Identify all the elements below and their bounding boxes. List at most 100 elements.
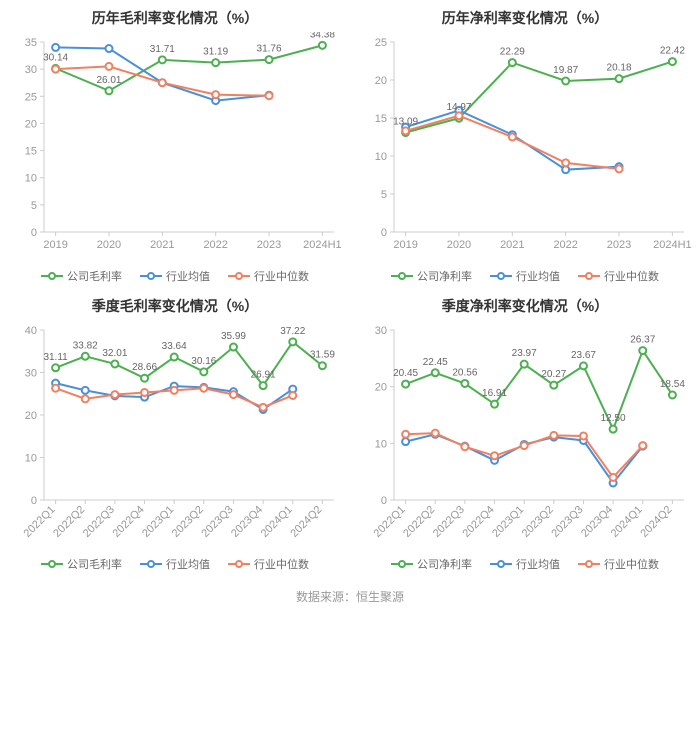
legend-item: 行业均值 xyxy=(140,556,210,572)
legend-label: 公司毛利率 xyxy=(67,268,122,284)
x-tick-label: 2023Q1 xyxy=(490,504,526,540)
x-tick-label: 2019 xyxy=(393,239,417,251)
value-label: 35.99 xyxy=(221,331,246,342)
legend-swatch-icon xyxy=(140,271,162,281)
series-marker-avg xyxy=(52,44,59,51)
series-marker-med xyxy=(521,442,528,449)
legend-swatch-icon xyxy=(228,271,250,281)
series-marker-company xyxy=(260,382,267,389)
series-marker-med xyxy=(52,385,59,392)
x-tick-label: 2022Q4 xyxy=(110,504,146,540)
x-tick-label: 2024H1 xyxy=(303,239,342,251)
chart-legend: 公司毛利率 行业均值 行业中位数 xyxy=(4,268,346,284)
series-marker-med xyxy=(461,443,468,450)
series-marker-avg xyxy=(82,387,89,394)
value-label: 13.09 xyxy=(393,117,418,128)
legend-item: 行业均值 xyxy=(490,556,560,572)
legend-swatch-icon xyxy=(490,271,512,281)
value-label: 31.19 xyxy=(203,47,228,58)
value-label: 18.54 xyxy=(660,379,685,390)
chart-legend: 公司净利率行业均值行业中位数 xyxy=(354,268,696,284)
series-marker-med xyxy=(141,389,148,396)
x-tick-label: 2024H1 xyxy=(653,239,692,251)
series-marker-company xyxy=(610,426,617,433)
legend-item: 行业中位数 xyxy=(578,268,659,284)
value-label: 31.76 xyxy=(257,44,282,55)
series-marker-company xyxy=(266,56,273,63)
x-tick-label: 2022Q4 xyxy=(460,504,496,540)
value-label: 22.42 xyxy=(660,46,685,57)
y-tick-label: 15 xyxy=(25,146,37,158)
chart-legend: 公司毛利率行业均值行业中位数 xyxy=(4,556,346,572)
y-tick-label: 10 xyxy=(25,173,37,185)
chart-svg: 0510152025201920202021202220232024H113.0… xyxy=(354,32,696,262)
x-tick-label: 2024Q2 xyxy=(638,504,674,540)
series-marker-company xyxy=(289,338,296,345)
legend-label: 行业均值 xyxy=(166,556,210,572)
series-marker-company xyxy=(639,347,646,354)
series-marker-med xyxy=(111,391,118,398)
legend-label: 行业中位数 xyxy=(254,556,309,572)
series-marker-med xyxy=(491,452,498,459)
series-marker-med xyxy=(509,134,516,141)
series-marker-med xyxy=(455,112,462,119)
series-marker-med xyxy=(266,92,273,99)
value-label: 32.01 xyxy=(102,348,127,359)
chart-plot-area: 01020302022Q12022Q22022Q32022Q42023Q1202… xyxy=(354,320,696,550)
value-label: 20.27 xyxy=(541,369,566,380)
x-tick-label: 2020 xyxy=(447,239,471,251)
chart-title: 季度毛利率变化情况（%） xyxy=(4,296,346,316)
legend-item: 行业中位数 xyxy=(228,556,309,572)
series-marker-med xyxy=(52,66,59,73)
series-marker-company xyxy=(461,380,468,387)
series-marker-company xyxy=(82,353,89,360)
y-tick-label: 0 xyxy=(381,227,387,239)
series-marker-med xyxy=(550,432,557,439)
y-tick-label: 5 xyxy=(381,189,387,201)
x-tick-label: 2023Q2 xyxy=(520,504,556,540)
chart-title: 历年毛利率变化情况（%） xyxy=(4,8,346,28)
chart-panel-annual-net: 历年净利率变化情况（%）0510152025201920202021202220… xyxy=(350,0,700,288)
legend-item: 行业中位数 xyxy=(228,268,309,284)
value-label: 19.87 xyxy=(553,65,578,76)
value-label: 31.71 xyxy=(150,44,175,55)
series-marker-med xyxy=(616,165,623,172)
value-label: 20.45 xyxy=(393,368,418,379)
series-marker-avg xyxy=(402,438,409,445)
y-tick-label: 30 xyxy=(375,325,387,337)
y-tick-label: 10 xyxy=(375,151,387,163)
value-label: 23.97 xyxy=(512,348,537,359)
x-tick-label: 2023Q3 xyxy=(549,504,585,540)
chart-grid: 历年毛利率变化情况（%）0510152025303520192020202120… xyxy=(0,0,700,576)
y-tick-label: 20 xyxy=(25,410,37,422)
legend-item: 行业均值 xyxy=(140,268,210,284)
y-tick-label: 35 xyxy=(25,37,37,49)
legend-label: 公司净利率 xyxy=(417,556,472,572)
series-marker-company xyxy=(432,369,439,376)
x-tick-label: 2023Q4 xyxy=(229,504,265,540)
y-tick-label: 5 xyxy=(31,200,37,212)
legend-label: 行业中位数 xyxy=(604,556,659,572)
series-marker-company xyxy=(616,75,623,82)
y-tick-label: 0 xyxy=(31,495,37,507)
x-tick-label: 2022 xyxy=(553,239,577,251)
value-label: 31.11 xyxy=(43,352,68,363)
series-marker-med xyxy=(402,127,409,134)
series-marker-med xyxy=(212,91,219,98)
x-tick-label: 2019 xyxy=(43,239,67,251)
series-marker-med xyxy=(82,395,89,402)
y-tick-label: 20 xyxy=(375,382,387,394)
chart-svg: 05101520253035201920202021202220232024H1… xyxy=(4,32,346,262)
series-marker-med xyxy=(230,391,237,398)
series-marker-company xyxy=(212,59,219,66)
value-label: 31.59 xyxy=(310,350,335,361)
series-marker-company xyxy=(319,42,326,49)
x-tick-label: 2022Q1 xyxy=(372,504,408,540)
series-marker-company xyxy=(52,364,59,371)
series-marker-company xyxy=(230,344,237,351)
y-tick-label: 30 xyxy=(25,368,37,380)
y-tick-label: 15 xyxy=(375,113,387,125)
chart-plot-area: 0102030402022Q12022Q22022Q32022Q42023Q12… xyxy=(4,320,346,550)
series-marker-company xyxy=(550,382,557,389)
chart-panel-annual-gross: 历年毛利率变化情况（%）0510152025303520192020202120… xyxy=(0,0,350,288)
